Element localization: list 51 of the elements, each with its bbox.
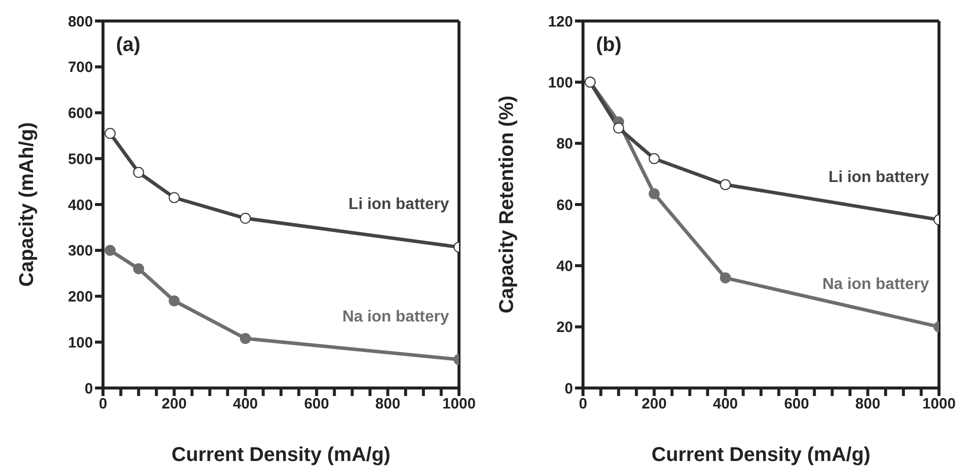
point [133, 166, 144, 178]
y-tick-label: 700 [68, 59, 93, 76]
y-tick-label: 600 [68, 105, 93, 122]
x-tick-label: 400 [232, 396, 258, 413]
x-tick-label: 400 [712, 396, 738, 413]
y-tick-label: 80 [556, 136, 573, 153]
text: (b) [596, 34, 622, 57]
x-tick-label: 0 [98, 396, 108, 413]
y-tick-label: 0 [564, 380, 573, 398]
y-axis-title: Capacity Retention (%) [496, 96, 518, 314]
x-tick-label: 800 [375, 396, 400, 413]
x-axis-title: Current Density (mA/g) [652, 444, 870, 466]
point [240, 332, 251, 344]
x-tick-label: 200 [642, 396, 667, 413]
x-axis-title: Current Density (mA/g) [172, 444, 390, 466]
y-tick-label: 500 [68, 150, 93, 168]
point [648, 188, 660, 200]
point [104, 244, 116, 256]
point [240, 212, 251, 224]
x-tick-label: 600 [304, 396, 330, 413]
x-tick-label: 0 [578, 396, 588, 413]
x-tick-label: 200 [162, 396, 187, 413]
y-tick-label: 800 [68, 13, 93, 30]
y-tick-label: 200 [68, 288, 93, 306]
point [168, 192, 180, 204]
y-tick-label: 100 [548, 74, 573, 92]
x-tick-label: 800 [855, 396, 880, 413]
series-label: Na ion battery [822, 276, 930, 293]
x-tick-label: 600 [784, 396, 810, 413]
series-label: Li ion battery [348, 196, 450, 214]
point [133, 263, 144, 274]
point [720, 272, 731, 284]
point [168, 295, 180, 306]
y-tick-label: 60 [556, 196, 573, 214]
x-tick-label: 1000 [442, 396, 476, 413]
series-label: Na ion battery [342, 308, 450, 326]
y-tick-label: 100 [68, 334, 93, 352]
x-tick-label: 1000 [922, 396, 956, 413]
y-axis-title: Capacity (mAh/g) [16, 122, 38, 287]
point [104, 128, 116, 139]
y-tick-label: 20 [556, 319, 573, 336]
y-tick-label: 300 [68, 242, 93, 260]
point [720, 179, 731, 190]
point [648, 153, 660, 164]
text: (a) [116, 34, 140, 57]
point [613, 122, 624, 134]
series-label: Li ion battery [828, 168, 930, 186]
y-tick-label: 120 [548, 13, 573, 30]
y-tick-label: 40 [556, 258, 573, 275]
y-tick-label: 0 [84, 380, 93, 398]
y-tick-label: 400 [68, 196, 93, 214]
